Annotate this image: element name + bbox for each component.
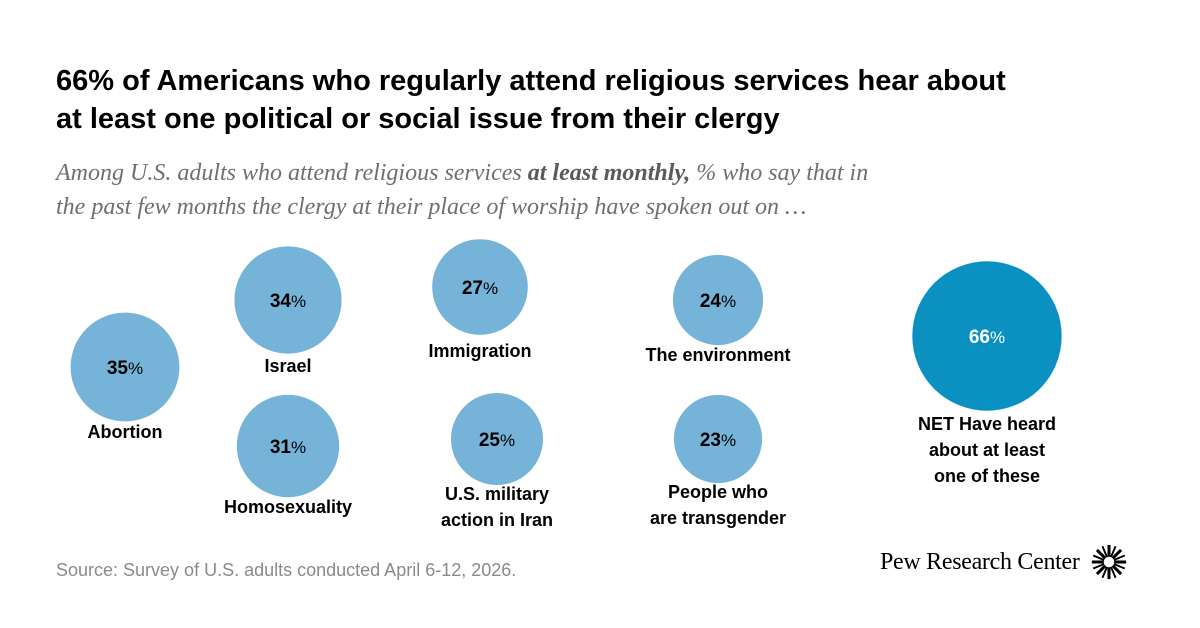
brand: Pew Research Center [880, 544, 1128, 580]
subtitle-line-2: the past few months the clergy at their … [56, 194, 807, 220]
bubble-group-abortion: 35% Abortion [70, 312, 180, 442]
bubble-immigration [432, 239, 528, 335]
subtitle-line-1: Among U.S. adults who attend religious s… [56, 156, 1156, 190]
chart-title: 66% of Americans who regularly attend re… [56, 62, 1146, 138]
value-label-the-environment: 24% [700, 291, 736, 312]
value-label-people-who-are-transgender: 23% [700, 430, 736, 451]
source-note: Source: Survey of U.S. adults conducted … [56, 560, 517, 580]
bubble-group-israel: 34% Israel [234, 246, 342, 376]
pew-sunburst-icon [1091, 544, 1126, 580]
bubble-israel [234, 246, 342, 354]
bubble-net-have-heard-about-at-least-one-of-these [912, 261, 1062, 411]
category-label-israel: Israel [264, 356, 311, 376]
subtitle-emphasis: at least monthly, [527, 160, 691, 186]
category-label-u-s-military-action-in-iran: U.S. military action in Iran [441, 484, 553, 530]
subtitle-pre: Among U.S. adults who attend religious s… [56, 160, 528, 186]
bubble-the-environment [672, 254, 764, 346]
category-label-net-have-heard-about-at-least-one-of-these: NET Have heard about at least one of these [918, 414, 1056, 486]
bubble-people-who-are-transgender [673, 394, 763, 484]
category-label-abortion: Abortion [88, 422, 163, 442]
title-line-2: at least one political or social issue f… [56, 103, 780, 135]
category-label-the-environment: The environment [645, 345, 790, 365]
title-line-1: 66% of Americans who regularly attend re… [56, 65, 1006, 97]
value-label-abortion: 35% [107, 358, 143, 379]
value-label-homosexuality: 31% [270, 437, 306, 458]
category-label-people-who-are-transgender: People who are transgender [650, 482, 786, 528]
value-label-u-s-military-action-in-iran: 25% [479, 430, 515, 451]
value-label-net-have-heard-about-at-least-one-of-these: 66% [969, 327, 1005, 348]
bubble-group-the-environment: 24% The environment [645, 254, 791, 365]
bubble-abortion [70, 312, 180, 422]
chart-subtitle: Among U.S. adults who attend religious s… [56, 156, 1156, 224]
bubble-homosexuality [236, 394, 340, 498]
category-label-homosexuality: Homosexuality [224, 497, 352, 517]
bubble-group-people-who-are-transgender: 23% People who are transgender [650, 394, 786, 528]
brand-name: Pew Research Center [880, 548, 1080, 575]
subtitle-post: % who say that in [690, 160, 869, 186]
value-label-immigration: 27% [462, 278, 498, 299]
bubble-group-net-have-heard-about-at-least-one-of-these: 66% NET Have heard about at least one of th… [912, 261, 1062, 486]
category-label-immigration: Immigration [428, 341, 531, 361]
bubble-group-u-s-military-action-in-iran: 25% U.S. military action in Iran [441, 393, 553, 530]
bubble-group-homosexuality: 31% Homosexuality [224, 394, 352, 517]
value-label-israel: 34% [270, 291, 306, 312]
bubble-group-immigration: 27% Immigration [428, 239, 532, 361]
bubble-u-s-military-action-in-iran [451, 393, 543, 485]
